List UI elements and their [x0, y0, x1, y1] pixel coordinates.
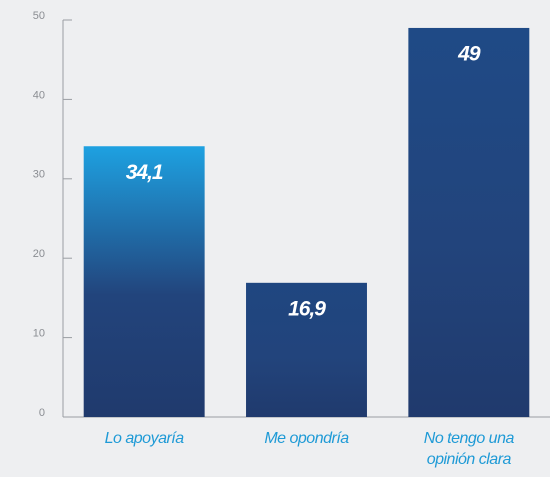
y-tick-label: 20 — [33, 248, 45, 260]
y-tick-label: 50 — [33, 10, 45, 22]
value-label: 16,9 — [288, 297, 326, 320]
bar — [408, 27, 530, 417]
x-tick-label: Me opondría — [264, 430, 349, 447]
x-tick-label: No tengo una opinión clara — [423, 430, 515, 468]
y-tick-label: 30 — [33, 169, 45, 181]
y-tick-label: 40 — [33, 89, 45, 101]
y-tick-label: 0 — [39, 407, 45, 419]
value-label: 34,1 — [126, 161, 163, 184]
value-label: 49 — [457, 42, 481, 65]
x-tick-label: Lo apoyaría — [104, 430, 185, 447]
bar — [246, 282, 367, 417]
y-tick-label: 10 — [33, 328, 45, 340]
bar — [83, 146, 205, 417]
